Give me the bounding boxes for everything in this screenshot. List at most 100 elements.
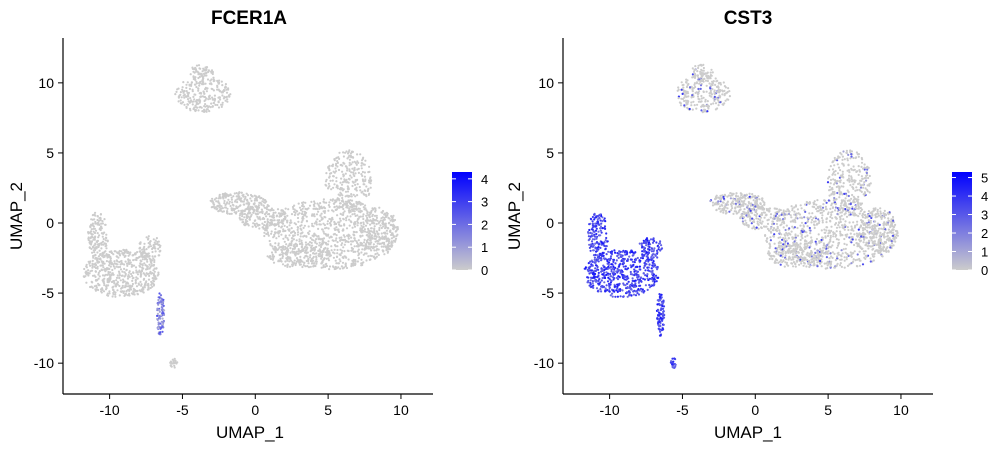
cluster-2 [583,212,664,298]
data-point [773,250,776,254]
data-point [832,240,835,244]
data-point [833,196,836,200]
data-point [270,230,273,233]
data-point [862,229,865,232]
data-point [338,151,341,154]
data-point [815,254,818,257]
data-point [190,81,194,84]
data-point [238,214,241,217]
data-point [831,210,834,213]
data-point [122,290,126,293]
data-point [277,244,280,247]
data-point [340,236,343,239]
data-point [103,254,106,257]
data-point [842,208,845,211]
data-point [148,254,151,258]
data-point [330,172,333,175]
data-point [848,236,851,239]
data-point [307,225,310,228]
data-point [139,246,142,249]
data-point [131,274,134,278]
data-point [105,233,108,236]
cluster-4 [156,292,166,336]
data-point [130,272,133,276]
data-point [822,246,825,249]
data-point [322,198,325,201]
data-point [195,82,198,85]
data-point [310,241,313,244]
data-point [230,212,233,215]
data-point [809,240,813,243]
data-point [131,282,134,286]
data-point [785,224,788,227]
data-point [806,225,809,228]
data-point [374,207,377,210]
data-point [812,260,816,263]
data-point [799,255,802,258]
data-point [357,239,360,242]
data-point [347,235,350,238]
data-point [342,175,345,178]
data-point [380,232,383,235]
data-point [718,205,722,208]
data-point [341,196,344,200]
data-point [271,219,274,222]
data-point [180,102,183,105]
data-point [808,246,811,249]
data-point [207,106,210,109]
data-point [97,255,100,258]
data-point [288,260,291,263]
data-point [790,230,793,233]
data-point [766,222,770,225]
data-point [278,221,281,224]
data-point [877,249,880,252]
legend-label: 1 [481,240,488,255]
data-point [736,199,740,202]
data-point [258,201,261,204]
data-point [360,258,363,261]
data-point [330,249,333,252]
data-point [831,168,835,171]
data-point [157,298,160,302]
data-point [362,244,365,247]
data-point [84,275,87,278]
data-point [118,294,121,297]
data-point [141,269,144,273]
data-point [759,221,762,224]
data-point [891,234,895,237]
data-point [91,264,94,267]
data-point [840,265,844,268]
data-point [337,230,341,234]
data-point [92,230,95,233]
data-point [370,234,374,237]
data-point [821,221,824,224]
data-point [813,200,816,203]
data-point [326,220,329,223]
data-point [353,210,356,213]
data-point [783,217,787,220]
y-tick-label: 10 [38,75,54,91]
data-point [882,224,885,227]
data-point [726,203,730,206]
data-point [207,98,210,101]
data-point [99,253,102,256]
data-point [356,241,359,244]
data-point [378,235,381,239]
data-point [151,285,154,288]
data-point [739,217,742,220]
data-point [298,259,301,262]
data-point [818,241,821,244]
data-point [838,207,841,210]
data-point [375,230,378,233]
data-point [832,231,835,234]
data-point [149,258,152,261]
data-point [115,255,119,258]
data-point [357,257,360,260]
data-point [819,208,823,211]
data-point [356,260,359,263]
data-point [374,232,377,235]
data-point [851,227,854,230]
data-point [348,207,351,210]
data-point [324,227,327,230]
data-point [879,231,882,234]
